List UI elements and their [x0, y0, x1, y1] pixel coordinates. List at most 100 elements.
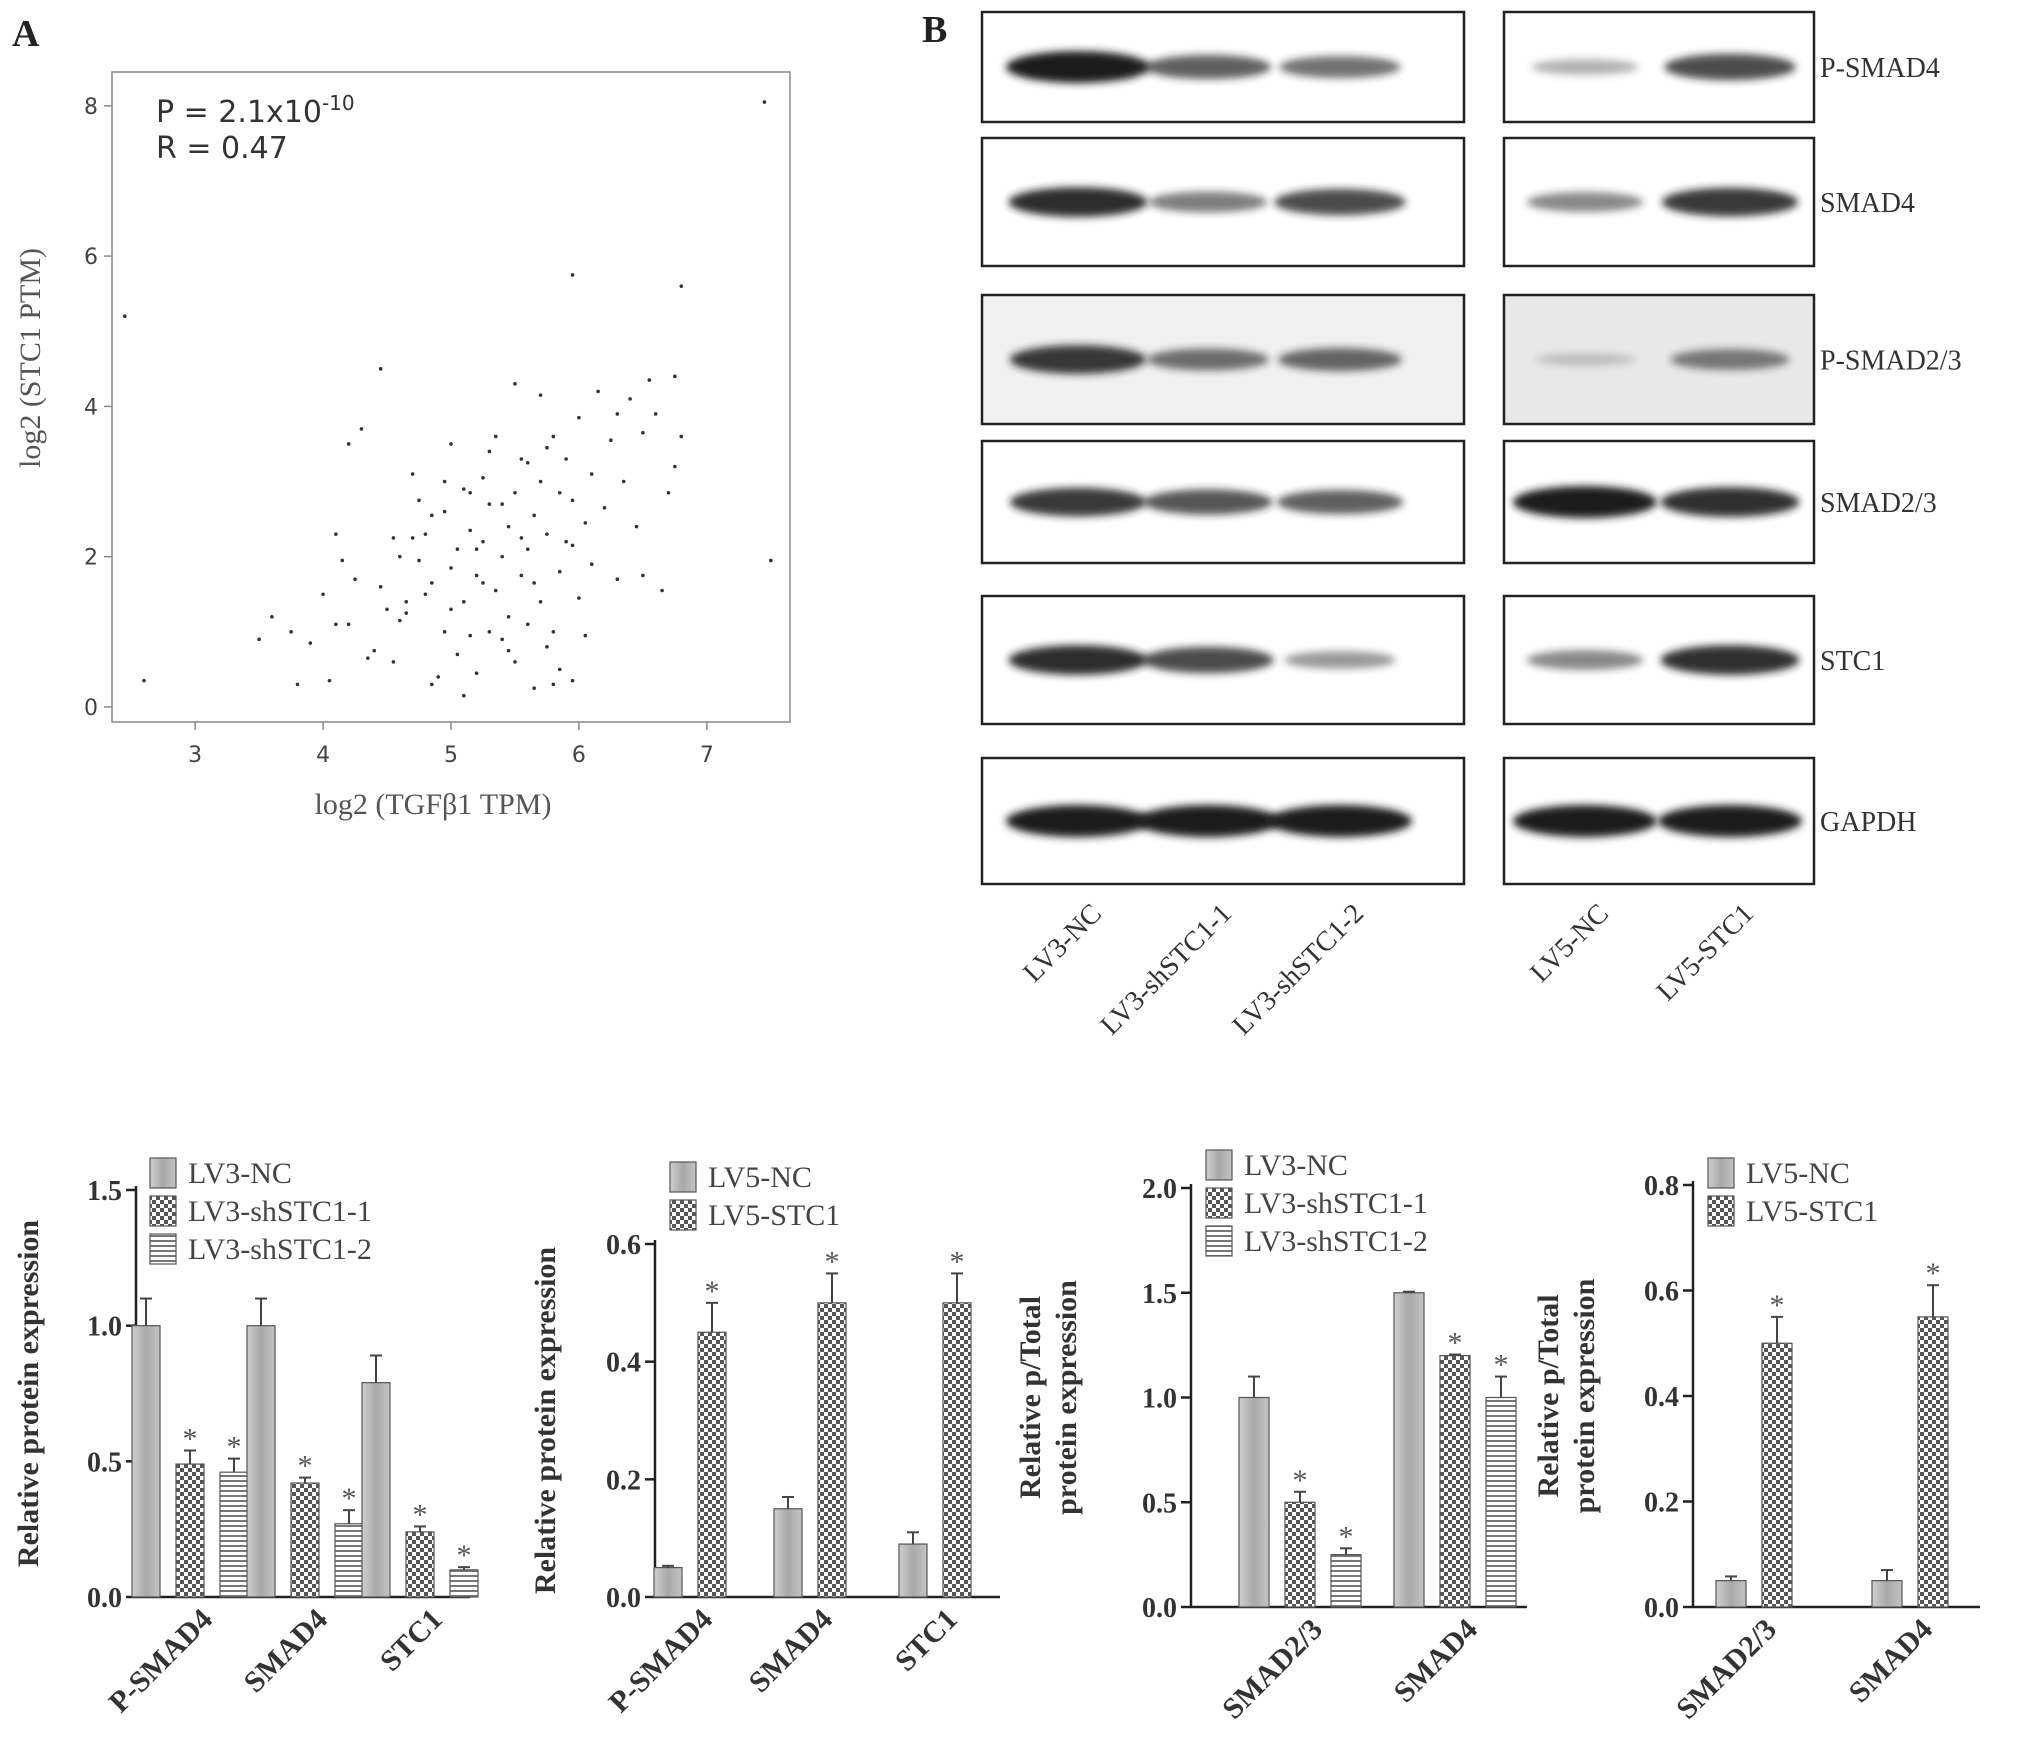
- blot-band: [1008, 187, 1148, 217]
- scatter-point: [410, 536, 415, 540]
- blot-band: [1268, 805, 1412, 837]
- western-blot-panel: P-SMAD4 SMAD4 P-SMAD2/3 SMAD2/3 STC1 GAPDH LV3…: [980, 10, 1962, 1041]
- blot-lane-label: LV5-NC: [1524, 898, 1614, 988]
- bar: [219, 1471, 249, 1598]
- scatter-point: [615, 577, 620, 582]
- scatter-point: [513, 382, 517, 386]
- scatter-point: [628, 397, 632, 401]
- p-value-base: P = 2.1x10: [156, 95, 322, 130]
- bar-y-tick-label: 0.6: [1644, 1277, 1679, 1308]
- bar-y-tick-label: 0.0: [87, 1583, 122, 1614]
- bar: [449, 1569, 479, 1598]
- significance-marker: *: [1926, 1257, 1941, 1290]
- scatter-point: [506, 648, 511, 653]
- scatter-point: [538, 479, 543, 484]
- blot-row-label: P-SMAD4: [1820, 53, 1940, 84]
- scatter-point: [538, 393, 543, 397]
- bar-y-tick-label: 0.5: [87, 1447, 122, 1478]
- bar: [1761, 1342, 1793, 1608]
- bar-y-tick-label: 0.4: [606, 1348, 641, 1379]
- blot-band: [1006, 805, 1150, 837]
- scatter-point: [538, 599, 543, 604]
- bar-y-tick-label: 0.2: [606, 1465, 641, 1496]
- blot-band: [1006, 51, 1150, 83]
- scatter-point: [481, 539, 485, 544]
- legend-label: LV5-STC1: [1746, 1195, 1878, 1228]
- scatter-point: [468, 633, 472, 638]
- scatter-point: [653, 412, 658, 416]
- bar: [1871, 1580, 1903, 1608]
- blot-band: [1284, 651, 1396, 669]
- blot-band: [1009, 487, 1147, 517]
- scatter-point: [398, 554, 402, 559]
- bar-y-tick-label: 2.0: [1142, 1174, 1177, 1205]
- scatter-point: [557, 667, 562, 672]
- legend-label: LV3-NC: [188, 1157, 292, 1190]
- scatter-point: [378, 367, 383, 371]
- bar: [361, 1382, 391, 1598]
- scatter-point: [602, 506, 607, 510]
- scatter-point: [506, 524, 511, 529]
- legend-label: LV3-shSTC1-1: [1244, 1187, 1428, 1220]
- legend-label: LV3-NC: [1244, 1149, 1348, 1182]
- scatter-point: [404, 599, 409, 604]
- scatter-point: [442, 509, 447, 514]
- bar-y-axis-label: Relative p/Total: [1014, 1296, 1047, 1499]
- scatter-point: [679, 284, 684, 288]
- legend-swatch: [1707, 1157, 1735, 1189]
- scatter-point: [660, 588, 664, 593]
- scatter-point: [474, 671, 479, 675]
- significance-marker: *: [342, 1482, 357, 1515]
- scatter-point: [564, 539, 568, 544]
- scatter-point: [366, 656, 370, 660]
- bar-y-axis-label: protein expression: [1568, 1278, 1601, 1513]
- scatter-point: [346, 442, 351, 446]
- blot-band: [1660, 645, 1800, 675]
- blot-band: [1661, 187, 1799, 217]
- scatter-point: [417, 558, 421, 563]
- blot-band: [1526, 192, 1644, 212]
- blot-band: [1274, 188, 1406, 216]
- bar-category-label: SMAD4: [238, 1603, 334, 1699]
- legend-label: LV5-NC: [1746, 1157, 1850, 1190]
- scatter-point: [673, 464, 677, 469]
- scatter-y-tick-label: 4: [84, 395, 98, 420]
- blot-band: [1531, 59, 1639, 75]
- scatter-point: [398, 618, 402, 623]
- significance-marker: *: [825, 1245, 840, 1278]
- scatter-plot: 3 4 5 6 7 0 2 4 6 8 P = 2.1x10-10 R = 0.47 log2 (…: [14, 71, 791, 821]
- blot-row-label: SMAD2/3: [1820, 488, 1937, 519]
- bar-y-axis-label: protein expression: [1050, 1280, 1083, 1515]
- bar: [697, 1331, 727, 1598]
- bar-category-label: SMAD2/3: [1216, 1613, 1329, 1726]
- scatter-point: [577, 596, 581, 600]
- blot-band: [1144, 54, 1272, 80]
- scatter-point: [762, 100, 767, 104]
- significance-marker: *: [298, 1450, 313, 1483]
- legend-label: LV5-STC1: [708, 1199, 840, 1232]
- significance-marker: *: [183, 1422, 198, 1455]
- scatter-point: [532, 581, 536, 585]
- bar: [290, 1482, 320, 1598]
- bar-y-tick-label: 0.4: [1644, 1382, 1679, 1413]
- blot-band: [1279, 55, 1401, 79]
- scatter-point: [570, 273, 575, 277]
- bar: [131, 1325, 161, 1598]
- scatter-point: [442, 630, 447, 634]
- significance-marker: *: [1770, 1289, 1785, 1322]
- bar: [773, 1508, 803, 1598]
- scatter-point: [513, 660, 517, 664]
- scatter-x-tick-label: 4: [316, 743, 330, 768]
- bar: [1238, 1396, 1270, 1608]
- bar-category-label: SMAD2/3: [1670, 1613, 1783, 1726]
- bar-y-tick-label: 0.0: [1142, 1593, 1177, 1624]
- scatter-point: [525, 622, 530, 627]
- legend-swatch: [669, 1161, 697, 1193]
- significance-marker: *: [1339, 1520, 1354, 1553]
- scatter-point: [551, 434, 556, 439]
- bar: [1439, 1354, 1471, 1608]
- scatter-point: [461, 487, 466, 491]
- scatter-point: [589, 472, 594, 476]
- scatter-x-tick-label: 6: [572, 743, 586, 768]
- bar-category-label: P-SMAD4: [603, 1603, 719, 1719]
